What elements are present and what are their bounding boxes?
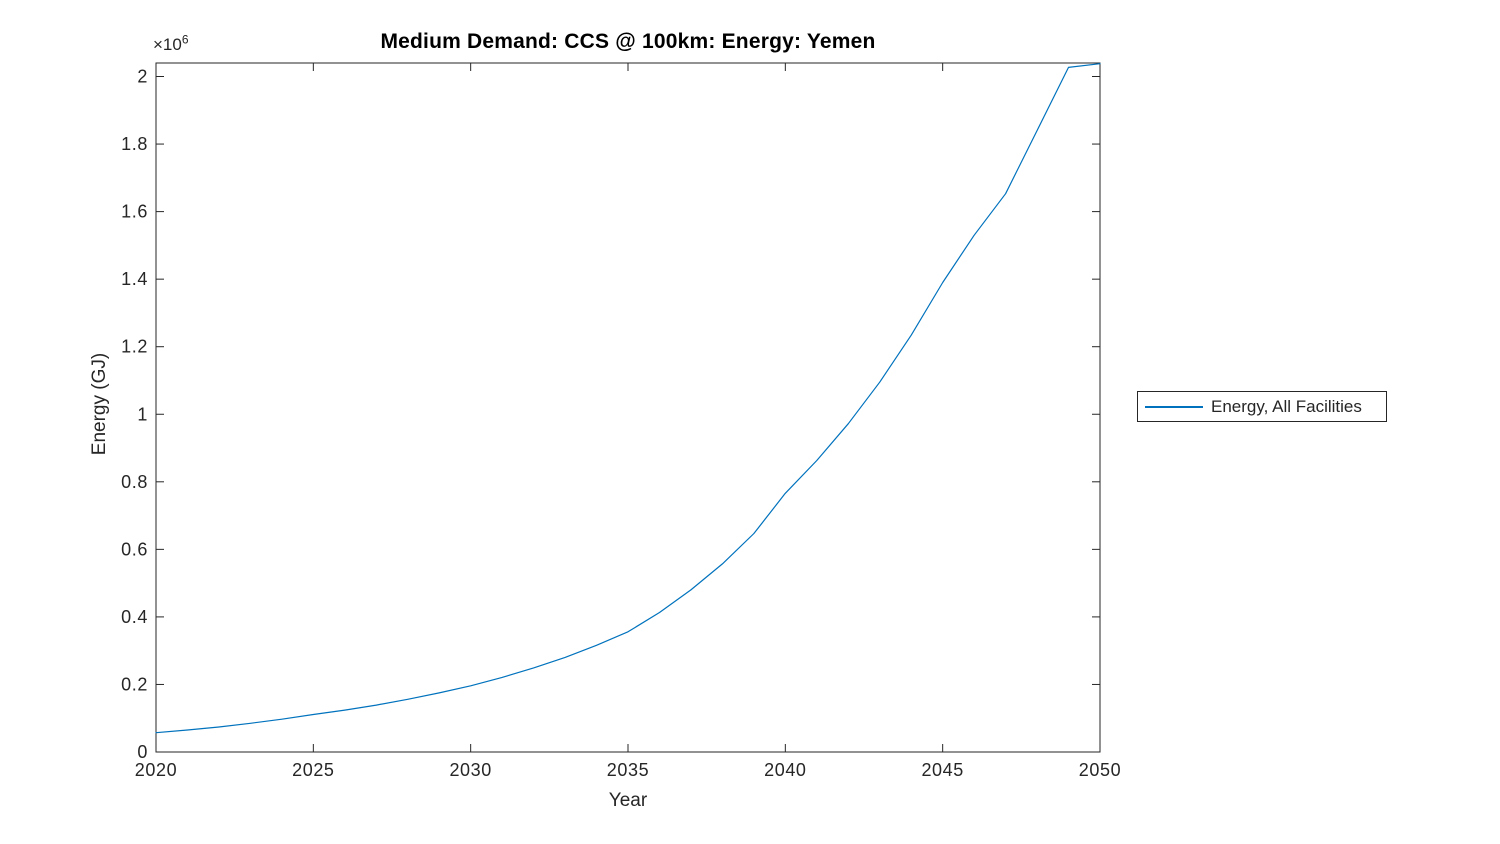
y-tick-label: 0.2	[121, 674, 148, 694]
y-tick-label: 2	[137, 67, 148, 87]
legend-line-sample	[1145, 405, 1203, 408]
x-tick-label: 2020	[135, 760, 177, 780]
x-axis-label: Year	[608, 790, 648, 811]
y-tick-label: 1.6	[121, 202, 148, 222]
plot-border	[155, 62, 1101, 753]
x-tick-label: 2030	[449, 760, 491, 780]
y-tick-label: 0.6	[121, 539, 148, 559]
x-tick-label: 2040	[764, 760, 806, 780]
x-tick-label: 2025	[292, 760, 334, 780]
x-tick-label: 2050	[1079, 760, 1121, 780]
y-tick-label: 0.8	[121, 472, 148, 492]
y-tick-label: 0.4	[121, 607, 148, 627]
y-tick-label: 1.2	[121, 337, 148, 357]
exponent-power: 6	[181, 32, 189, 47]
y-tick-label: 1.8	[121, 134, 148, 154]
y-tick-label: 1	[137, 404, 148, 424]
y-tick-label: 1.4	[121, 269, 148, 289]
x-tick-label: 2045	[921, 760, 963, 780]
y-tick-label: 0	[137, 742, 148, 762]
x-tick-label: 2035	[607, 760, 649, 780]
data-line	[155, 63, 1101, 734]
y-axis-exponent: ×106	[153, 32, 189, 55]
y-axis-label: Energy (GJ)	[89, 352, 110, 456]
exponent-base: ×10	[153, 35, 182, 54]
legend: Energy, All Facilities	[1137, 391, 1387, 422]
chart-title: Medium Demand: CCS @ 100km: Energy: Yeme…	[380, 30, 876, 53]
legend-label: Energy, All Facilities	[1211, 396, 1362, 416]
